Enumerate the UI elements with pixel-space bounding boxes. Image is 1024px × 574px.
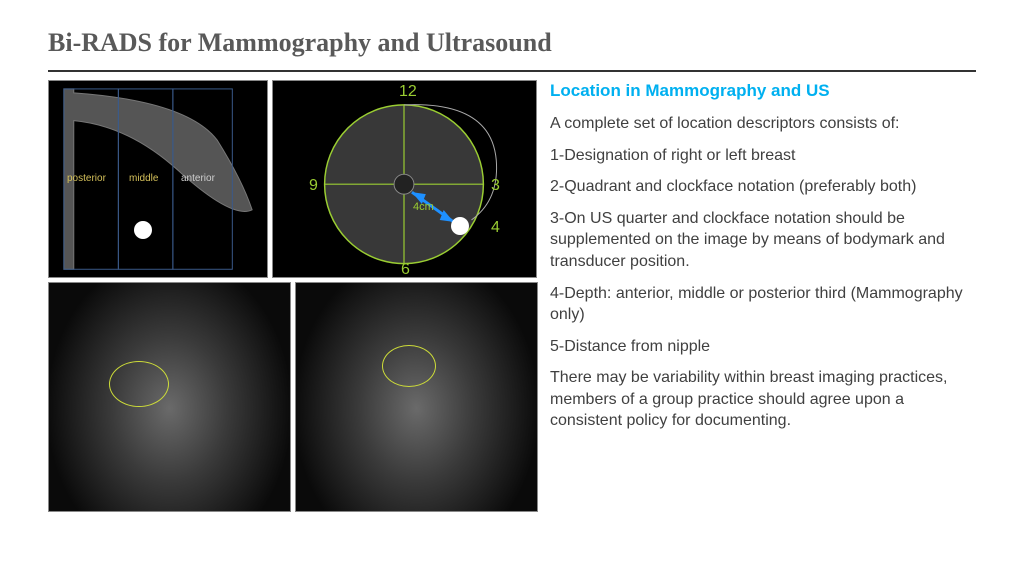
section-subtitle: Location in Mammography and US xyxy=(550,80,976,103)
paragraph: 3-On US quarter and clockface notation s… xyxy=(550,208,976,273)
clock-9: 9 xyxy=(309,177,318,195)
diagram-row-bottom xyxy=(48,282,538,512)
slide: Bi-RADS for Mammography and Ultrasound p… xyxy=(0,0,1024,574)
paragraph: There may be variability within breast i… xyxy=(550,367,976,432)
paragraph: A complete set of location descriptors c… xyxy=(550,113,976,135)
page-title: Bi-RADS for Mammography and Ultrasound xyxy=(48,28,976,58)
lesion-circle-cc xyxy=(109,361,169,407)
mammogram-image-placeholder xyxy=(296,283,537,511)
diagram-row-top: posterior middle anterior xyxy=(48,80,538,278)
mammogram-mlo xyxy=(295,282,538,512)
lesion-circle-mlo xyxy=(382,345,436,387)
mammogram-cc xyxy=(48,282,291,512)
label-posterior: posterior xyxy=(67,173,106,184)
clock-12: 12 xyxy=(399,83,417,101)
clock-4: 4 xyxy=(491,219,500,237)
paragraph: 4-Depth: anterior, middle or posterior t… xyxy=(550,283,976,326)
paragraph: 2-Quadrant and clockface notation (prefe… xyxy=(550,176,976,198)
text-column: Location in Mammography and US A complet… xyxy=(550,80,976,516)
content-row: posterior middle anterior xyxy=(48,80,976,516)
paragraph: 5-Distance from nipple xyxy=(550,336,976,358)
clock-6: 6 xyxy=(401,261,410,279)
lesion-dot-clock xyxy=(451,217,469,235)
paragraph: 1-Designation of right or left breast xyxy=(550,145,976,167)
diagram-column: posterior middle anterior xyxy=(48,80,538,516)
lesion-dot xyxy=(134,221,152,239)
title-rule xyxy=(48,70,976,72)
clockface-diagram: 12 3 4 6 9 4cm xyxy=(272,80,537,278)
clock-3: 3 xyxy=(491,177,500,195)
mammogram-image-placeholder xyxy=(49,283,290,511)
label-anterior: anterior xyxy=(181,173,215,184)
depth-zones-diagram: posterior middle anterior xyxy=(48,80,268,278)
label-middle: middle xyxy=(129,173,158,184)
distance-label: 4cm xyxy=(413,201,434,213)
